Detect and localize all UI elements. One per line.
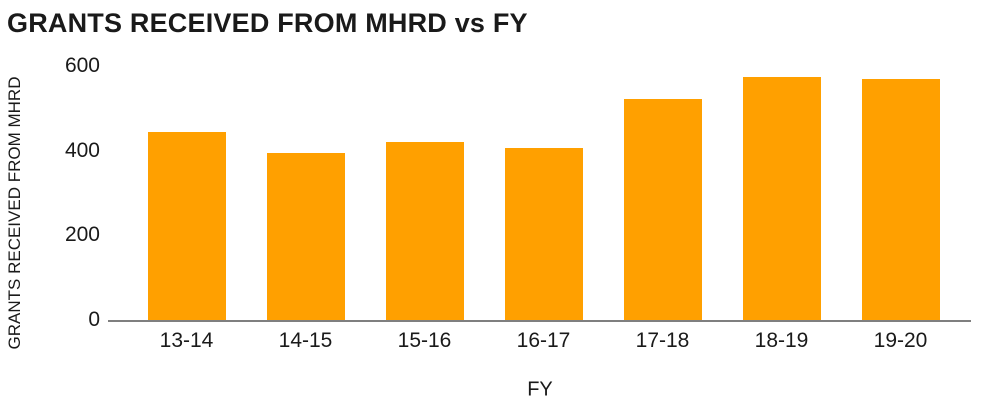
bar: [623, 99, 702, 320]
x-tick-label: 18-19: [754, 329, 809, 352]
x-tick-label: 15-16: [397, 329, 452, 352]
x-tick-label: 16-17: [516, 329, 571, 352]
y-tick-label: 400: [64, 138, 100, 162]
x-tick-label: 13-14: [159, 329, 214, 352]
bar: [504, 147, 583, 320]
bar-band: [841, 66, 960, 320]
bar-band: [127, 66, 246, 320]
bar-band: [484, 66, 603, 320]
chart-title: GRANTS RECEIVED FROM MHRD vs FY: [7, 8, 528, 38]
y-tick-label: 0: [88, 308, 100, 331]
bar: [266, 152, 345, 320]
bar-band: [365, 66, 484, 320]
bar-band: [246, 66, 365, 320]
y-tick-label: 600: [64, 54, 100, 77]
y-axis-tick-labels: 0 200 400 600: [0, 54, 100, 331]
bar-band: [603, 66, 722, 320]
plot-area: [108, 66, 971, 322]
bar: [742, 76, 821, 320]
x-tick-label: 17-18: [635, 329, 690, 352]
y-tick-label: 200: [64, 223, 100, 247]
bar-series: [127, 66, 960, 320]
x-tick-label: 19-20: [873, 329, 928, 352]
bar: [861, 78, 940, 320]
x-axis-title: FY: [527, 378, 553, 401]
bar: [147, 131, 226, 320]
bar-band: [722, 66, 841, 320]
x-tick-label: 14-15: [278, 329, 333, 352]
x-axis-tick-labels: 13-14 14-15 15-16 16-17 17-18 18-19 19-20: [127, 329, 960, 353]
bar: [385, 142, 464, 320]
